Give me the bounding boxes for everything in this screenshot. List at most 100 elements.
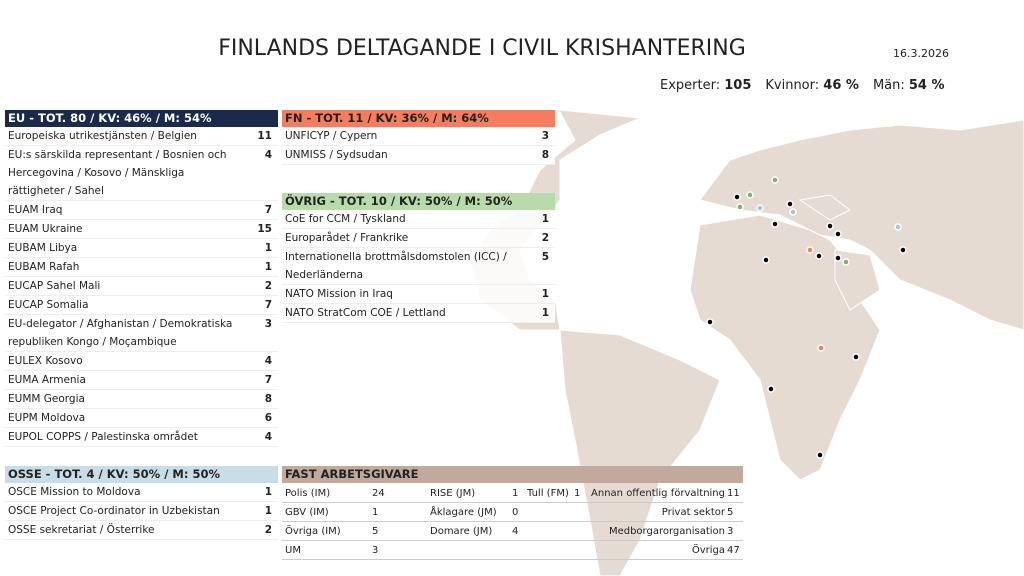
row-divider: [282, 540, 743, 541]
mission-name: EUBAM Rafah: [8, 261, 80, 273]
mission-row: EUBAM Libya 1: [5, 239, 278, 258]
employer-label: Privat sektor: [661, 507, 725, 518]
mission-name: Internationella brottmålsdomstolen (ICC)…: [285, 251, 507, 281]
employer-value: 3: [727, 526, 734, 537]
mission-row: EUMM Georgia 8: [5, 390, 278, 409]
mission-name: OSCE Mission to Moldova: [8, 486, 141, 498]
mission-name: EUMM Georgia: [8, 393, 85, 405]
employer-label: Medborgarorganisation: [608, 526, 725, 537]
date: 16.3.2026: [893, 47, 949, 60]
employer-value: 11: [727, 488, 740, 499]
employer-value: 3: [372, 545, 379, 556]
mission-count: 8: [264, 393, 272, 405]
mission-row: EUMA Armenia 7: [5, 371, 278, 390]
mission-count: 15: [257, 223, 272, 235]
employer-label: Åklagare (JM): [430, 507, 497, 518]
employer-label: Domare (JM): [430, 526, 493, 537]
mission-name: EULEX Kosovo: [8, 355, 83, 367]
mission-count: 4: [264, 149, 272, 161]
stat: Män: 54 %: [873, 78, 945, 93]
stat-value: 105: [724, 78, 752, 93]
mission-name: EUAM Iraq: [8, 204, 63, 216]
row-divider: [282, 502, 743, 503]
mission-row: EUPOL COPPS / Palestinska området 4: [5, 428, 278, 447]
osse-panel: OSSE - TOT. 4 / KV: 50% / M: 50% OSCE Mis…: [5, 466, 278, 540]
title: FINLANDS DELTAGANDE I CIVIL KRISHANTERIN…: [218, 36, 746, 61]
stat-label: Män:: [872, 78, 905, 93]
mission-count: 7: [264, 204, 272, 216]
mission-count: 7: [264, 299, 272, 311]
mission-count: 1: [541, 307, 549, 319]
mission-row: EUAM Ukraine 15: [5, 220, 278, 239]
mission-name: EU-delegator / Afghanistan / Demokratisk…: [8, 318, 233, 348]
mission-name: OSCE Project Co-ordinator in Uzbekistan: [8, 505, 220, 517]
mission-row: EUPM Moldova 6: [5, 409, 278, 428]
employer-value: 0: [512, 507, 519, 518]
mission-row: CoE for CCM / Tyskland 1: [282, 210, 555, 229]
mission-row: OSSE sekretariat / Österrike 2: [5, 521, 278, 540]
eu-panel: EU - TOT. 80 / KV: 46% / M: 54% Europeisk…: [5, 110, 278, 447]
mission-count: 1: [541, 213, 549, 225]
mission-count: 1: [264, 242, 272, 254]
employer-value: 1: [372, 507, 379, 518]
mission-name: EU:s särskilda representant / Bosnien oc…: [8, 149, 227, 197]
employer-value: 1: [574, 488, 581, 499]
mission-count: 6: [264, 412, 272, 424]
mission-count: 5: [541, 251, 549, 263]
section-header: OSSE - TOT. 4 / KV: 50% / M: 50%: [5, 466, 278, 483]
mission-name: EUMA Armenia: [8, 374, 86, 386]
employer-value: 1: [512, 488, 519, 499]
row-divider: [282, 559, 743, 560]
mission-row: Europarådet / Frankrike 2: [282, 229, 555, 248]
fn-panel: FN - TOT. 11 / KV: 36% / M: 64% UNFICYP /…: [282, 110, 555, 165]
mission-name: NATO StratCom COE / Lettland: [285, 307, 446, 319]
mission-row: OSCE Project Co-ordinator in Uzbekistan 1: [5, 502, 278, 521]
employer-label: Tull (FM): [527, 488, 569, 499]
employer-label: Polis (IM): [285, 488, 331, 499]
employer-panel: FAST ARBETSGIVARE Polis (IM) 24 GBV (IM) 1 Ö…: [282, 466, 743, 566]
stat-label: Kvinnor:: [765, 78, 820, 93]
mission-row: EUAM Iraq 7: [5, 201, 278, 220]
stat: Experter: 105: [660, 78, 751, 93]
mission-count: 2: [541, 232, 549, 244]
map-markers: [706, 176, 907, 459]
employer-value: 5: [727, 507, 734, 518]
mission-row: NATO StratCom COE / Lettland 1: [282, 304, 555, 323]
section-header: ÖVRIG - TOT. 10 / KV: 50% / M: 50%: [282, 193, 555, 210]
mission-row: NATO Mission in Iraq 1: [282, 285, 555, 304]
mission-row: UNFICYP / Cypern 3: [282, 127, 555, 146]
employer-value: 47: [727, 545, 740, 556]
mission-name: EUCAP Sahel Mali: [8, 280, 101, 292]
mission-row: EULEX Kosovo 4: [5, 352, 278, 371]
mission-name: Europeiska utrikestjänsten / Belgien: [8, 130, 197, 142]
employer-header: FAST ARBETSGIVARE: [282, 466, 743, 483]
employer-label: RISE (JM): [430, 488, 476, 499]
section-header: FN - TOT. 11 / KV: 36% / M: 64%: [282, 110, 555, 127]
mission-row: EUCAP Sahel Mali 2: [5, 277, 278, 296]
mission-count: 3: [264, 318, 272, 330]
mission-name: NATO Mission in Iraq: [285, 288, 393, 300]
employer-label: Annan offentlig förvaltning: [591, 488, 725, 499]
mission-name: EUAM Ukraine: [8, 223, 83, 235]
mission-count: 1: [264, 486, 272, 498]
mission-row: EU-delegator / Afghanistan / Demokratisk…: [5, 315, 278, 352]
mission-count: 2: [264, 280, 272, 292]
section-header: EU - TOT. 80 / KV: 46% / M: 54%: [5, 110, 278, 127]
employer-label: UM: [285, 545, 301, 556]
mission-count: 1: [264, 505, 272, 517]
mission-row: OSCE Mission to Moldova 1: [5, 483, 278, 502]
mission-count: 11: [257, 130, 272, 142]
mission-name: EUBAM Libya: [8, 242, 78, 254]
stat-label: Experter:: [660, 78, 721, 93]
mission-name: UNFICYP / Cypern: [285, 130, 378, 142]
mission-count: 8: [541, 149, 549, 161]
mission-count: 3: [541, 130, 549, 142]
stat-value: 46 %: [823, 78, 859, 93]
mission-name: Europarådet / Frankrike: [285, 232, 409, 244]
stats: Experter: 105 Kvinnor: 46 % Män: 54 %: [660, 78, 945, 93]
mission-count: 1: [541, 288, 549, 300]
ovrig-panel: ÖVRIG - TOT. 10 / KV: 50% / M: 50% CoE fo…: [282, 193, 555, 323]
mission-row: EUBAM Rafah 1: [5, 258, 278, 277]
row-divider: [282, 521, 743, 522]
